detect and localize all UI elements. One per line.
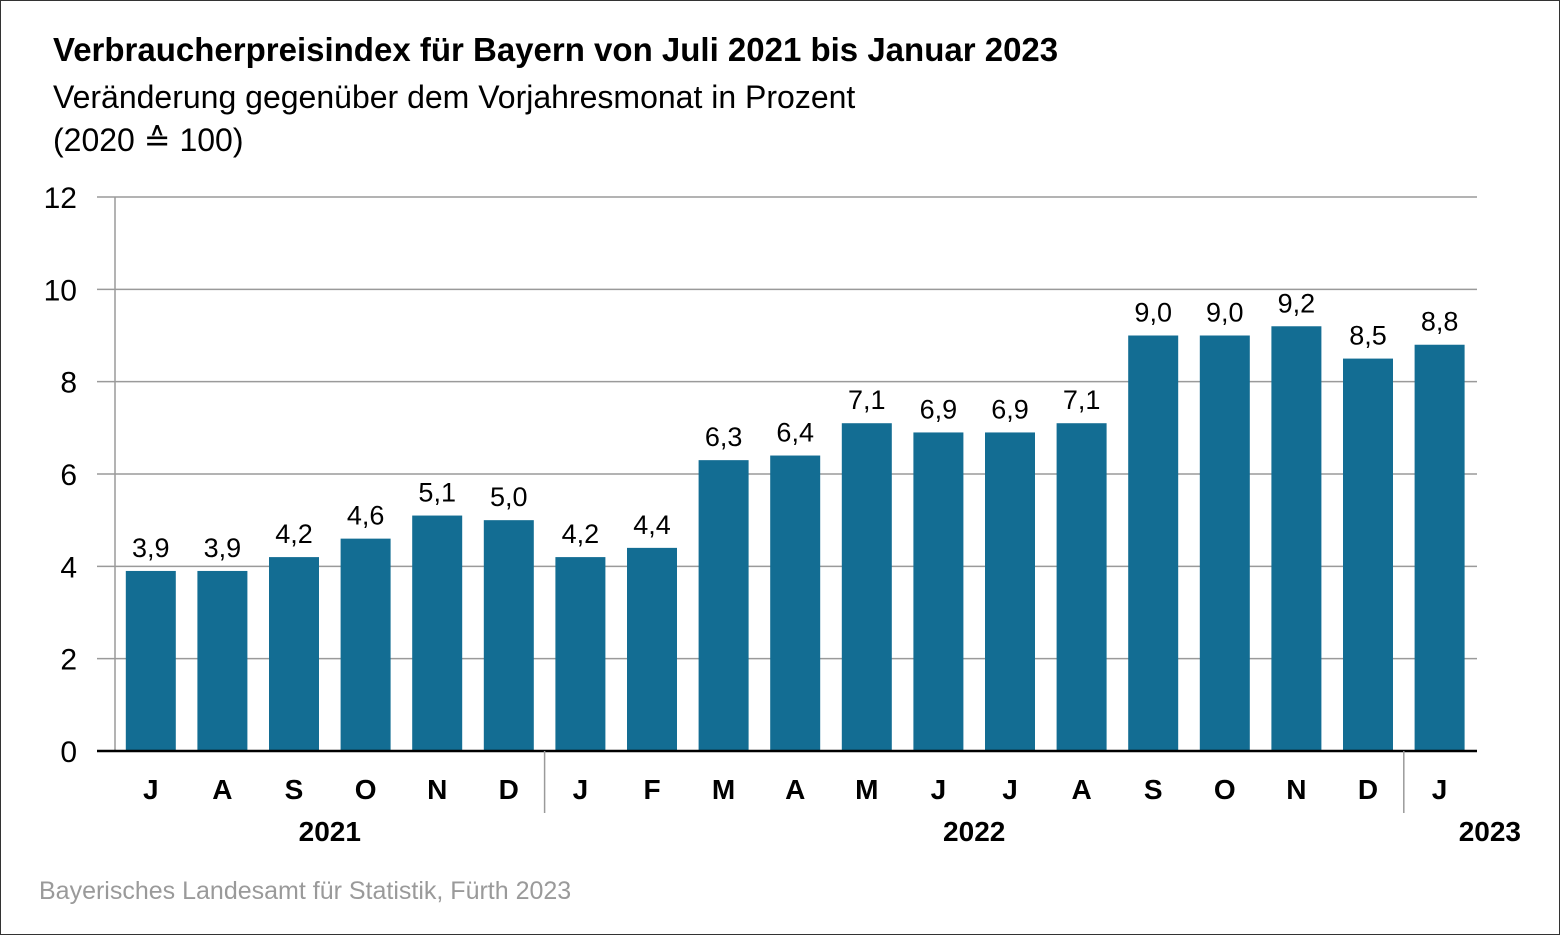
bar-value-label: 7,1: [848, 385, 886, 415]
bar-value-label: 6,9: [991, 394, 1029, 424]
bar: [1343, 358, 1393, 751]
bar: [125, 570, 176, 751]
x-tick-label: M: [855, 774, 878, 805]
x-tick-label: M: [712, 774, 735, 805]
y-tick-label: 10: [44, 274, 77, 307]
bar: [1199, 335, 1250, 751]
bar-value-label: 6,4: [776, 418, 814, 448]
bar: [913, 432, 964, 751]
x-tick-label: A: [1071, 774, 1091, 805]
x-tick-label: J: [931, 774, 947, 805]
bar-value-label: 8,5: [1349, 321, 1387, 351]
bar: [1271, 326, 1322, 751]
bar-value-label: 6,9: [920, 394, 958, 424]
x-tick-label: O: [355, 774, 377, 805]
bar: [698, 460, 749, 751]
bar-value-label: 4,2: [562, 519, 600, 549]
bar: [412, 515, 463, 751]
bar-value-label: 9,2: [1278, 288, 1316, 318]
bar: [841, 423, 892, 751]
x-tick-label: N: [427, 774, 447, 805]
y-tick-label: 12: [44, 182, 77, 215]
bar-value-label: 9,0: [1134, 298, 1172, 328]
bar: [197, 570, 248, 751]
bar-value-label: 5,0: [490, 482, 528, 512]
bar-value-label: 3,9: [204, 533, 242, 563]
y-tick-label: 4: [60, 551, 77, 584]
y-tick-label: 6: [60, 459, 77, 492]
x-tick-label: A: [212, 774, 232, 805]
bar-value-label: 6,3: [705, 422, 743, 452]
chart-title: Verbraucherpreisindex für Bayern von Jul…: [53, 31, 1059, 68]
y-tick-label: 8: [60, 367, 77, 400]
x-tick-label: S: [285, 774, 304, 805]
chart-subtitle: Veränderung gegenüber dem Vorjahresmonat…: [53, 79, 856, 115]
bar-value-label: 4,2: [275, 519, 313, 549]
chart-base-note: (2020 ≙ 100): [53, 122, 244, 158]
x-tick-label: D: [1358, 774, 1378, 805]
bar: [1128, 335, 1179, 751]
bar: [340, 538, 391, 751]
year-label: 2023: [1459, 816, 1521, 847]
source-note: Bayerisches Landesamt für Statistik, Für…: [39, 877, 572, 905]
bar-value-label: 4,4: [633, 510, 671, 540]
y-tick-label: 2: [60, 644, 77, 677]
x-tick-label: J: [143, 774, 159, 805]
bar: [770, 455, 821, 751]
bar-value-label: 4,6: [347, 501, 385, 531]
x-tick-label: A: [785, 774, 805, 805]
bar-value-label: 3,9: [132, 533, 170, 563]
x-tick-label: O: [1214, 774, 1236, 805]
bar: [483, 520, 534, 751]
year-label: 2022: [943, 816, 1005, 847]
bar: [627, 547, 677, 751]
bar: [985, 432, 1035, 751]
x-tick-label: S: [1144, 774, 1163, 805]
x-tick-label: F: [643, 774, 660, 805]
bar-value-label: 8,8: [1421, 307, 1459, 337]
bar: [555, 557, 606, 751]
bar-value-label: 7,1: [1063, 385, 1101, 415]
bar: [1056, 423, 1107, 751]
x-tick-label: J: [573, 774, 589, 805]
bar-value-label: 5,1: [418, 478, 456, 508]
year-label: 2021: [299, 816, 361, 847]
bar: [1414, 344, 1465, 751]
x-tick-label: J: [1002, 774, 1018, 805]
y-tick-label: 0: [60, 736, 77, 769]
x-tick-label: N: [1286, 774, 1306, 805]
x-tick-label: J: [1432, 774, 1448, 805]
bar-value-label: 9,0: [1206, 298, 1244, 328]
bar: [269, 557, 319, 751]
x-tick-label: D: [499, 774, 519, 805]
